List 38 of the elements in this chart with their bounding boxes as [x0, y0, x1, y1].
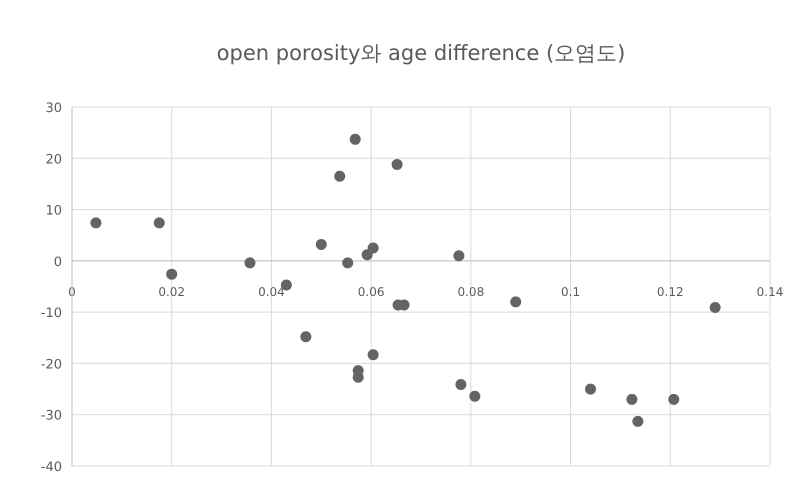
x-tick-label: 0.04 [258, 284, 285, 299]
x-tick-label: 0.06 [358, 284, 384, 299]
point [510, 296, 522, 308]
y-tick-label: 0 [54, 254, 62, 270]
x-tick-label: 0.12 [656, 284, 684, 299]
point [350, 134, 361, 145]
point [453, 250, 464, 262]
y-tick-label: -30 [40, 408, 62, 424]
point [300, 331, 312, 342]
point [166, 268, 178, 280]
y-tick-label: 10 [45, 204, 62, 219]
y-tick-label: -10 [40, 306, 62, 322]
chart-title: open porosity와 age difference (오염도) [216, 41, 626, 65]
point [90, 217, 102, 228]
point [244, 257, 256, 268]
point [368, 242, 379, 254]
x-tick-label: 0.1 [561, 284, 580, 299]
point [469, 390, 480, 402]
point [626, 394, 638, 405]
y-tick-label: -40 [40, 460, 62, 475]
point [368, 349, 379, 360]
y-tick-label: 20 [45, 152, 62, 168]
point [362, 249, 373, 260]
point [668, 394, 680, 405]
x-tick-label: 0.14 [756, 284, 784, 299]
point [154, 217, 165, 228]
x-tick-label: 0.08 [458, 284, 484, 299]
point [392, 158, 403, 170]
point [710, 302, 721, 314]
point [585, 384, 596, 395]
point [316, 238, 327, 250]
y-tick-label: 30 [45, 101, 62, 116]
y-tick-label: -20 [40, 357, 62, 372]
point [342, 257, 354, 268]
point [334, 170, 346, 182]
point [632, 416, 644, 427]
point [455, 378, 466, 390]
x-tick-label: 0.02 [158, 284, 186, 299]
